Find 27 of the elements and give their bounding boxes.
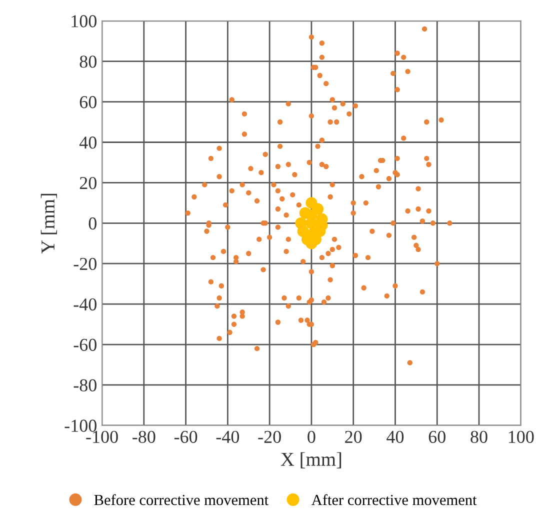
legend-label: After corrective movement bbox=[312, 494, 477, 506]
point bbox=[306, 209, 318, 221]
x-tick-label: 60 bbox=[428, 430, 446, 443]
x-tick-label: 100 bbox=[508, 430, 534, 443]
x-tick-label: -60 bbox=[174, 430, 198, 443]
y-axis-title: Y [mm] bbox=[40, 194, 57, 254]
y-tick-label: 100 bbox=[72, 15, 96, 28]
x-tick-label: -80 bbox=[132, 430, 156, 443]
x-tick-label: -20 bbox=[258, 430, 281, 443]
y-tick-label: 40 bbox=[79, 136, 96, 149]
legend-label: Before corrective movement bbox=[94, 494, 268, 506]
y-tick-label: -60 bbox=[74, 338, 96, 351]
x-tick-label: -40 bbox=[216, 430, 240, 443]
y-tick-label: -20 bbox=[74, 258, 96, 270]
x-tick-label: 80 bbox=[470, 430, 488, 443]
x-tick-label: 40 bbox=[386, 430, 404, 443]
y-tick-label: -100 bbox=[64, 420, 96, 432]
x-tick-label: 20 bbox=[345, 430, 362, 443]
y-tick-label: 60 bbox=[80, 96, 96, 108]
y-tick-label: 80 bbox=[80, 56, 96, 68]
x-axis-title: X [mm] bbox=[280, 452, 342, 468]
y-tick-label: -80 bbox=[74, 379, 96, 392]
x-tick-label: 0 bbox=[308, 430, 316, 443]
y-tick-label: 20 bbox=[80, 176, 96, 190]
y-tick-label: 0 bbox=[88, 217, 96, 230]
point bbox=[295, 217, 307, 229]
y-tick-label: -40 bbox=[74, 298, 96, 311]
